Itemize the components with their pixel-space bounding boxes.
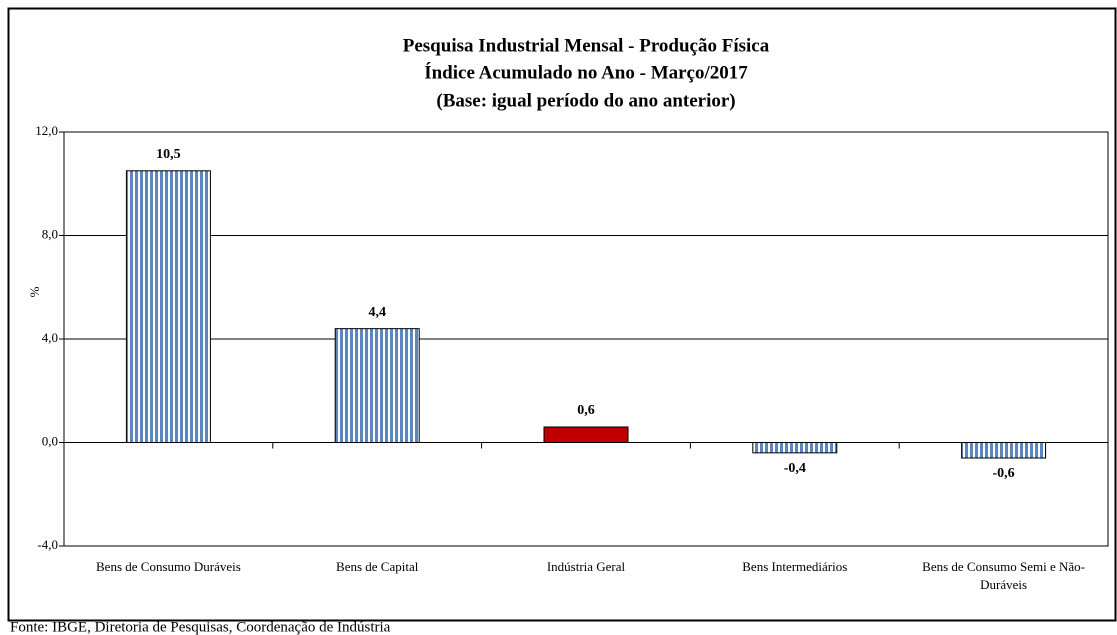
bar — [334, 328, 420, 443]
value-label: -0,4 — [784, 461, 806, 476]
x-tick-label: Bens de Capital — [336, 559, 419, 574]
bar — [125, 170, 211, 443]
chart-frame — [7, 7, 1117, 622]
chart-title: Índice Acumulado no Ano - Março/2017 — [424, 61, 748, 83]
y-tick-label: 0,0 — [42, 433, 58, 448]
plot-border — [63, 131, 1109, 547]
chart-title: Pesquisa Industrial Mensal - Produção Fí… — [403, 35, 770, 56]
x-tick-label: Bens Intermediários — [742, 559, 848, 574]
chart-title: (Base: igual período do ano anterior) — [436, 90, 735, 111]
value-label: 10,5 — [156, 147, 181, 162]
value-label: 0,6 — [577, 403, 595, 418]
value-label: 4,4 — [368, 305, 386, 320]
bar — [961, 442, 1047, 459]
x-tick-label: Bens de Consumo Semi e Não-Duráveis — [922, 559, 1085, 592]
bar — [543, 426, 629, 444]
x-tick-label: Bens de Consumo Duráveis — [96, 559, 241, 574]
x-tick-label: Indústria Geral — [546, 559, 626, 574]
y-tick-label: 12,0 — [35, 123, 58, 138]
bar — [752, 442, 838, 454]
y-tick-label: 4,0 — [42, 330, 58, 345]
y-axis-label: % — [27, 286, 42, 297]
y-tick-label: 8,0 — [42, 226, 58, 241]
value-label: -0,6 — [993, 466, 1015, 481]
source-note: Fonte: IBGE, Diretoria de Pesquisas, Coo… — [10, 619, 391, 635]
y-tick-label: -4,0 — [37, 537, 58, 552]
